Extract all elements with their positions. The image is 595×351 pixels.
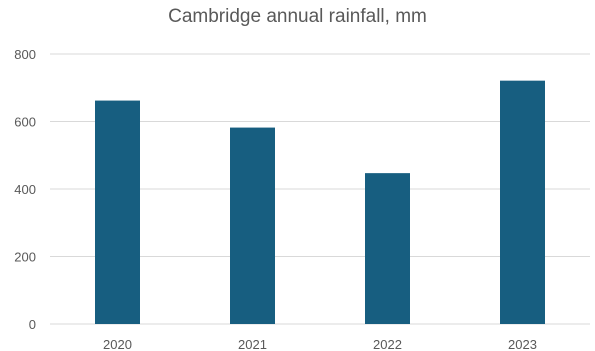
y-tick-label: 400: [14, 182, 36, 197]
bar-2021: [230, 127, 275, 324]
y-tick-label: 200: [14, 250, 36, 265]
y-tick-label: 800: [14, 47, 36, 62]
bars: [95, 80, 545, 324]
y-axis-ticks: 0 200 400 600 800: [14, 47, 36, 332]
y-tick-label: 600: [14, 115, 36, 130]
x-tick-label: 2022: [373, 337, 402, 351]
bar-2020: [95, 100, 140, 324]
bar-2023: [500, 80, 545, 324]
x-tick-label: 2021: [238, 337, 267, 351]
y-tick-label: 0: [29, 317, 36, 332]
bar-2022: [365, 173, 410, 324]
chart-title: Cambridge annual rainfall, mm: [168, 6, 427, 27]
x-tick-label: 2020: [103, 337, 132, 351]
x-tick-label: 2023: [508, 337, 537, 351]
x-axis-ticks: 2020 2021 2022 2023: [103, 337, 537, 351]
